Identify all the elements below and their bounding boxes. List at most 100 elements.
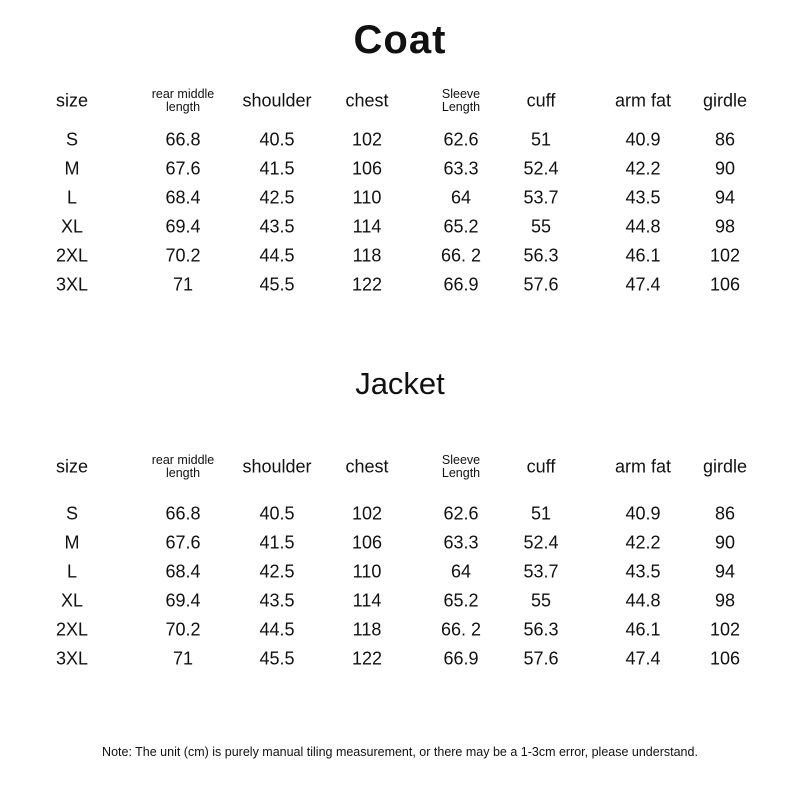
- value-cell: 42.2: [625, 158, 661, 179]
- value-cell: 53.7: [523, 187, 559, 208]
- value-cell: 66.8: [165, 129, 201, 150]
- value-cell: 122: [351, 648, 383, 669]
- value-cell: 44.5: [259, 619, 295, 640]
- column-header: shoulder: [242, 90, 312, 111]
- size-cell: 3XL: [55, 274, 89, 295]
- value-cell: 44.8: [625, 590, 661, 611]
- value-cell: 63.3: [443, 532, 479, 553]
- value-cell: 64: [450, 561, 472, 582]
- value-cell: 71: [172, 274, 194, 295]
- value-cell: 56.3: [523, 245, 559, 266]
- size-cell: S: [65, 503, 79, 524]
- value-cell: 66.8: [165, 503, 201, 524]
- value-cell: 40.5: [259, 503, 295, 524]
- value-cell: 46.1: [625, 245, 661, 266]
- column-header-line: Length: [441, 466, 481, 480]
- value-cell: 102: [709, 619, 741, 640]
- value-cell: 90: [714, 532, 736, 553]
- column-header: girdle: [702, 456, 748, 477]
- size-cell: 3XL: [55, 648, 89, 669]
- column-header-line: rear middle: [151, 453, 215, 467]
- value-cell: 64: [450, 187, 472, 208]
- column-header-line: rear middle: [151, 87, 215, 101]
- column-header: Sleeve Length: [442, 454, 480, 480]
- value-cell: 47.4: [625, 648, 661, 669]
- value-cell: 67.6: [165, 532, 201, 553]
- column-header-line: Length: [441, 100, 481, 114]
- value-cell: 68.4: [165, 561, 201, 582]
- column-header-line: length: [165, 466, 201, 480]
- value-cell: 106: [351, 532, 383, 553]
- value-cell: 66. 2: [440, 245, 482, 266]
- value-cell: 44.5: [259, 245, 295, 266]
- value-cell: 51: [530, 129, 552, 150]
- column-header: arm fat: [614, 90, 672, 111]
- value-cell: 53.7: [523, 561, 559, 582]
- value-cell: 66. 2: [440, 619, 482, 640]
- column-header: Sleeve Length: [442, 88, 480, 114]
- size-cell: 2XL: [55, 245, 89, 266]
- value-cell: 106: [709, 274, 741, 295]
- value-cell: 43.5: [259, 216, 295, 237]
- column-header-line: Sleeve: [441, 87, 481, 101]
- column-header: rear middle length: [152, 454, 215, 480]
- value-cell: 65.2: [443, 216, 479, 237]
- value-cell: 40.9: [625, 503, 661, 524]
- value-cell: 67.6: [165, 158, 201, 179]
- column-header: shoulder: [242, 456, 312, 477]
- value-cell: 94: [714, 561, 736, 582]
- value-cell: 41.5: [259, 158, 295, 179]
- value-cell: 43.5: [259, 590, 295, 611]
- coat-title: Coat: [353, 18, 447, 62]
- size-cell: XL: [60, 216, 84, 237]
- value-cell: 86: [714, 503, 736, 524]
- size-cell: S: [65, 129, 79, 150]
- value-cell: 57.6: [523, 274, 559, 295]
- size-cell: M: [64, 532, 80, 553]
- value-cell: 114: [352, 216, 382, 237]
- value-cell: 106: [709, 648, 741, 669]
- value-cell: 70.2: [165, 245, 201, 266]
- value-cell: 63.3: [443, 158, 479, 179]
- value-cell: 102: [351, 129, 383, 150]
- value-cell: 40.9: [625, 129, 661, 150]
- column-header: chest: [345, 456, 389, 477]
- value-cell: 55: [530, 590, 552, 611]
- column-header-line: length: [165, 100, 201, 114]
- value-cell: 57.6: [523, 648, 559, 669]
- value-cell: 42.5: [259, 561, 295, 582]
- column-header: size: [55, 90, 89, 111]
- value-cell: 94: [714, 187, 736, 208]
- column-header: girdle: [702, 90, 748, 111]
- value-cell: 65.2: [443, 590, 479, 611]
- size-cell: XL: [60, 590, 84, 611]
- value-cell: 69.4: [165, 590, 201, 611]
- value-cell: 122: [351, 274, 383, 295]
- value-cell: 44.8: [625, 216, 661, 237]
- column-header: chest: [345, 90, 389, 111]
- column-header: cuff: [526, 90, 556, 111]
- value-cell: 70.2: [165, 619, 201, 640]
- value-cell: 56.3: [523, 619, 559, 640]
- column-header: cuff: [526, 456, 556, 477]
- value-cell: 86: [714, 129, 736, 150]
- value-cell: 114: [352, 590, 382, 611]
- value-cell: 66.9: [443, 274, 479, 295]
- column-header: size: [55, 456, 89, 477]
- value-cell: 43.5: [625, 561, 661, 582]
- value-cell: 62.6: [443, 129, 479, 150]
- value-cell: 47.4: [625, 274, 661, 295]
- value-cell: 52.4: [523, 532, 559, 553]
- column-header-line: Sleeve: [441, 453, 481, 467]
- value-cell: 51: [530, 503, 552, 524]
- value-cell: 90: [714, 158, 736, 179]
- value-cell: 52.4: [523, 158, 559, 179]
- value-cell: 41.5: [259, 532, 295, 553]
- value-cell: 42.5: [259, 187, 295, 208]
- value-cell: 118: [352, 245, 382, 266]
- size-cell: L: [66, 561, 78, 582]
- value-cell: 118: [352, 619, 382, 640]
- value-cell: 71: [172, 648, 194, 669]
- jacket-title: Jacket: [355, 366, 445, 401]
- size-cell: M: [64, 158, 80, 179]
